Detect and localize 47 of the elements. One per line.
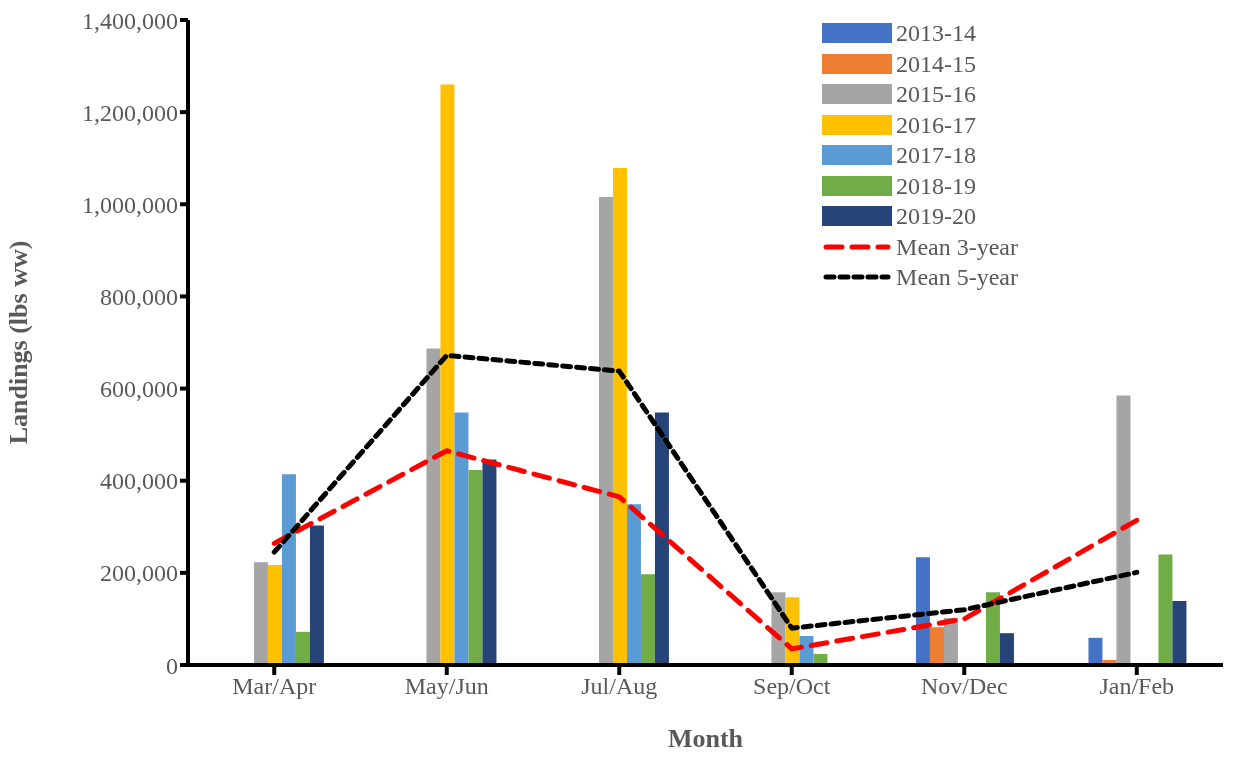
legend-label: 2015-16	[896, 80, 977, 109]
legend-label: Mean 3-year	[896, 232, 1018, 262]
y-tick-label: 200,000	[100, 560, 178, 587]
legend-label: 2014-15	[896, 49, 977, 79]
x-tick-label: May/Jun	[404, 673, 489, 700]
y-tick-label: 800,000	[100, 283, 178, 310]
x-tick-label: Sep/Oct	[753, 673, 831, 700]
x-tick-label: Jul/Aug	[581, 673, 658, 700]
bar	[598, 196, 613, 665]
bar	[468, 470, 483, 665]
x-tick-label: Nov/Dec	[920, 673, 1008, 700]
x-axis-title: Month	[667, 724, 744, 753]
y-axis-title: Landings (lbs ww)	[4, 240, 34, 445]
bar	[267, 565, 282, 665]
legend-label: 2019-20	[896, 202, 977, 231]
bar	[626, 504, 641, 665]
bar	[426, 348, 441, 665]
y-tick-label: 1,000,000	[82, 191, 178, 218]
y-tick-label: 400,000	[100, 468, 178, 495]
y-tick-label: 600,000	[100, 376, 178, 403]
bar	[1172, 600, 1187, 665]
bar	[1158, 554, 1173, 665]
x-tick-label: Jan/Feb	[1099, 673, 1175, 700]
legend-label: Mean 5-year	[896, 263, 1018, 292]
bar	[482, 459, 497, 665]
x-tick-label: Mar/Apr	[232, 673, 317, 700]
bar	[1116, 395, 1131, 665]
bar	[929, 627, 944, 665]
bar	[440, 84, 455, 665]
bar	[999, 633, 1014, 665]
bar	[612, 167, 627, 665]
bar	[253, 562, 268, 665]
bar	[309, 525, 324, 665]
legend-label: 2013-14	[896, 19, 977, 48]
legend-label: 2017-18	[896, 141, 977, 170]
bar	[915, 557, 930, 665]
bar	[454, 412, 469, 665]
bar	[640, 574, 655, 665]
bar	[295, 631, 310, 665]
bar	[1088, 637, 1103, 665]
bar	[281, 474, 296, 665]
y-tick-label: 0	[166, 652, 178, 679]
legend-label: 2016-17	[896, 110, 977, 140]
bar	[654, 412, 669, 665]
y-tick-label: 1,200,000	[82, 99, 178, 126]
legend-label: 2018-19	[896, 171, 977, 201]
y-tick-label: 1,400,000	[82, 7, 178, 34]
